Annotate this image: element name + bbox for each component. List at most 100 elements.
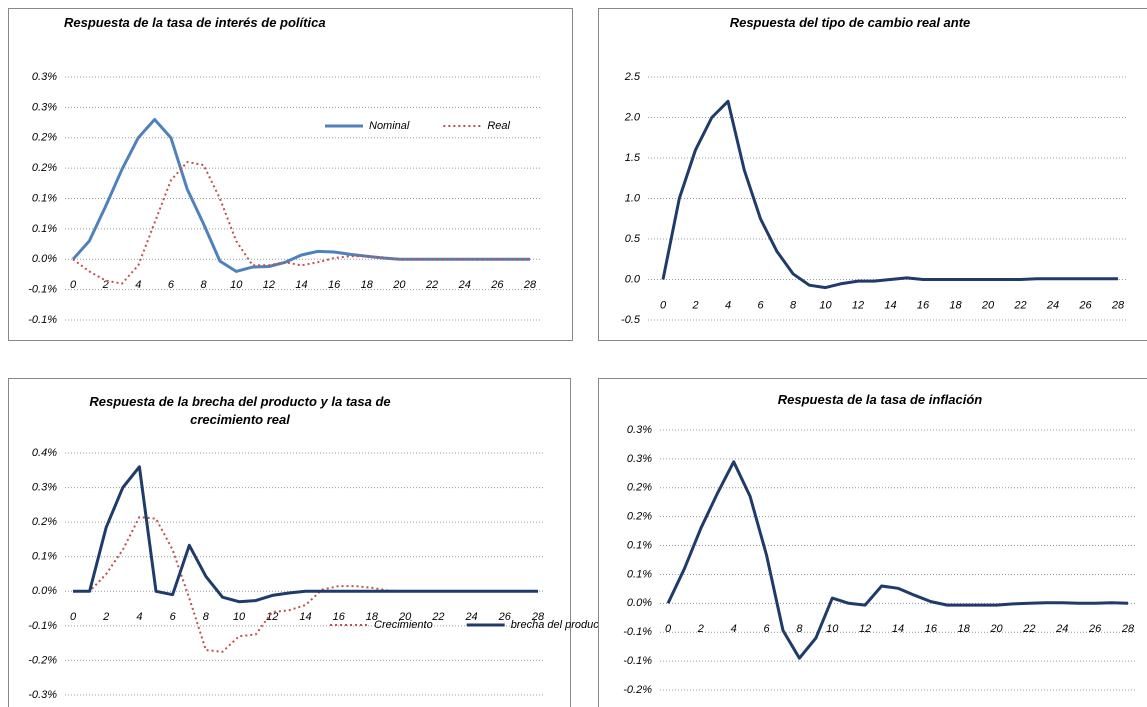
- x-tick-label: 18: [361, 279, 374, 291]
- x-tick-label: 22: [425, 279, 438, 291]
- y-tick-label: 0.5: [625, 233, 641, 245]
- x-tick-label: 24: [1046, 299, 1059, 311]
- y-tick-label: 0.0: [625, 273, 641, 285]
- y-tick-label: 0.2%: [627, 482, 652, 494]
- y-tick-label: 0.3%: [32, 101, 57, 113]
- panel: [598, 378, 1147, 707]
- y-tick-label: 0.4%: [32, 447, 57, 459]
- x-tick-label: 20: [398, 611, 412, 623]
- x-tick-label: 2: [102, 279, 109, 291]
- y-tick-label: 0.2%: [32, 516, 57, 528]
- x-tick-label: 18: [958, 623, 971, 635]
- x-tick-label: 26: [490, 279, 504, 291]
- y-tick-label: -0.1%: [28, 284, 57, 296]
- x-tick-label: 6: [168, 279, 175, 291]
- x-tick-label: 20: [392, 279, 406, 291]
- x-tick-label: 6: [170, 611, 177, 623]
- y-tick-label: 0.1%: [627, 568, 652, 580]
- legend-label: brecha del producto: [511, 619, 608, 631]
- y-tick-label: -0.1%: [28, 314, 57, 326]
- x-tick-label: 0: [665, 623, 672, 635]
- line: [661, 99, 1118, 290]
- x-tick-label: 6: [764, 623, 771, 635]
- x-tick-label: 16: [328, 279, 341, 291]
- x-tick-label: 12: [266, 611, 278, 623]
- y-tick-label: 0.2%: [32, 162, 57, 174]
- y-tick-label: -0.3%: [28, 689, 57, 701]
- x-tick-label: 14: [892, 623, 904, 635]
- x-tick-label: 14: [295, 279, 307, 291]
- x-tick-label: 24: [464, 611, 477, 623]
- x-tick-label: 18: [366, 611, 379, 623]
- y-tick-label: -0.1%: [623, 626, 652, 638]
- x-tick-label: 0: [70, 279, 77, 291]
- chart-title: Respuesta de la brecha del producto y la…: [89, 394, 391, 427]
- x-tick-label: 28: [1111, 299, 1125, 311]
- x-tick-label: 12: [852, 299, 864, 311]
- x-tick-label: 28: [531, 611, 545, 623]
- x-tick-label: 22: [1013, 299, 1026, 311]
- x-tick-label: 10: [233, 611, 246, 623]
- x-tick-label: 6: [757, 299, 764, 311]
- y-tick-label: 0.0%: [627, 597, 652, 609]
- chart-title: Respuesta de la tasa de inflación: [777, 392, 983, 407]
- panel: [598, 8, 1147, 341]
- x-tick-label: 24: [458, 279, 471, 291]
- x-tick-label: 22: [1022, 623, 1035, 635]
- x-tick-label: 22: [431, 611, 444, 623]
- y-tick-label: 2.5: [624, 71, 641, 83]
- y-tick-label: 1.5: [625, 152, 641, 164]
- x-tick-label: 2: [102, 611, 109, 623]
- x-tick-label: 26: [1088, 623, 1102, 635]
- x-tick-label: 4: [731, 623, 737, 635]
- x-tick-label: 8: [203, 611, 210, 623]
- x-tick-label: 4: [725, 299, 731, 311]
- x-tick-label: 16: [917, 299, 930, 311]
- x-tick-label: 10: [230, 279, 243, 291]
- x-tick-label: 10: [826, 623, 839, 635]
- y-tick-label: 0.1%: [627, 539, 652, 551]
- x-tick-label: 0: [660, 299, 667, 311]
- y-tick-label: 0.1%: [32, 551, 57, 563]
- y-tick-label: 0.1%: [32, 192, 57, 204]
- x-tick-label: 20: [989, 623, 1003, 635]
- x-tick-label: 12: [263, 279, 275, 291]
- legend-label: Nominal: [369, 120, 410, 132]
- x-tick-label: 2: [691, 299, 698, 311]
- x-tick-label: 28: [523, 279, 537, 291]
- chart-title: Respuesta de la tasa de interés de polít…: [64, 15, 326, 30]
- x-tick-label: 8: [201, 279, 208, 291]
- y-tick-label: 0.2%: [32, 132, 57, 144]
- legend-label: Real: [487, 120, 510, 132]
- x-tick-label: 26: [1078, 299, 1092, 311]
- line: [666, 460, 1129, 660]
- y-tick-label: 0.3%: [627, 453, 652, 465]
- x-tick-label: 12: [859, 623, 871, 635]
- y-tick-label: 0.2%: [627, 511, 652, 523]
- y-tick-label: 0.1%: [32, 223, 57, 235]
- x-tick-label: 4: [136, 611, 142, 623]
- x-tick-label: 16: [333, 611, 346, 623]
- y-tick-label: -0.5: [621, 314, 641, 326]
- x-tick-label: 8: [796, 623, 803, 635]
- x-tick-label: 18: [949, 299, 962, 311]
- y-tick-label: 0.3%: [32, 71, 57, 83]
- x-tick-label: 24: [1055, 623, 1068, 635]
- y-tick-label: 0.3%: [627, 424, 652, 436]
- x-tick-label: 8: [790, 299, 797, 311]
- y-tick-label: -0.1%: [28, 620, 57, 632]
- x-tick-label: 2: [697, 623, 704, 635]
- chart-title: Respuesta del tipo de cambio real ante: [729, 15, 971, 30]
- line: [71, 118, 530, 273]
- y-tick-label: -0.1%: [623, 655, 652, 667]
- x-tick-label: 20: [981, 299, 995, 311]
- x-tick-label: 0: [70, 611, 77, 623]
- y-tick-label: 0.3%: [32, 481, 57, 493]
- x-tick-label: 26: [498, 611, 512, 623]
- line: [72, 161, 530, 285]
- x-tick-label: 14: [884, 299, 896, 311]
- y-tick-label: 2.0: [624, 111, 641, 123]
- legend-label: Crecimiento: [374, 619, 433, 631]
- panel: [8, 8, 573, 341]
- y-tick-label: 1.0: [625, 192, 641, 204]
